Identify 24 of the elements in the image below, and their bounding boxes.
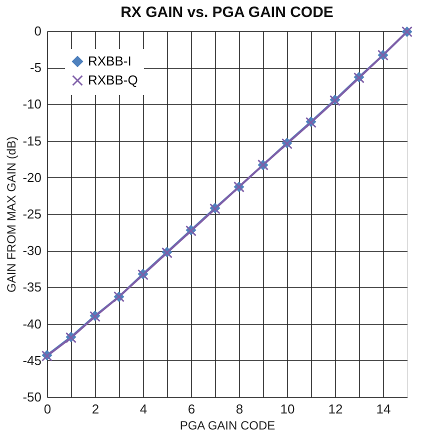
y-tick-label: -50 <box>22 390 42 404</box>
x-tick-label: 2 <box>92 402 100 416</box>
chart-title: RX GAIN vs. PGA GAIN CODE <box>120 4 334 21</box>
x-tick-label: 6 <box>188 402 196 416</box>
y-tick-label: -45 <box>22 352 42 368</box>
y-tick-label: -40 <box>22 316 42 332</box>
x-axis-title: PGA GAIN CODE <box>180 418 276 432</box>
y-tick-label: -30 <box>22 243 42 258</box>
y-tick-label: -25 <box>22 206 42 222</box>
y-tick-label: 0 <box>34 24 42 38</box>
y-tick-label: -35 <box>22 280 42 295</box>
x-tick-label: 0 <box>44 402 52 416</box>
y-tick-label: -15 <box>22 133 42 148</box>
legend-label: RXBB-I <box>88 54 132 68</box>
x-tick-label: 12 <box>328 402 343 416</box>
x-tick-label: 10 <box>280 402 295 416</box>
x-tick-label: 8 <box>236 402 244 416</box>
legend-label: RXBB-Q <box>88 72 138 88</box>
y-tick-label: -20 <box>22 170 42 185</box>
y-tick-label: -5 <box>30 60 42 76</box>
y-axis-title: GAIN FROM MAX GAIN (dB) <box>4 136 19 293</box>
x-tick-label: 4 <box>140 402 148 416</box>
x-tick-label: 14 <box>376 402 391 416</box>
y-tick-label: -10 <box>22 96 42 112</box>
